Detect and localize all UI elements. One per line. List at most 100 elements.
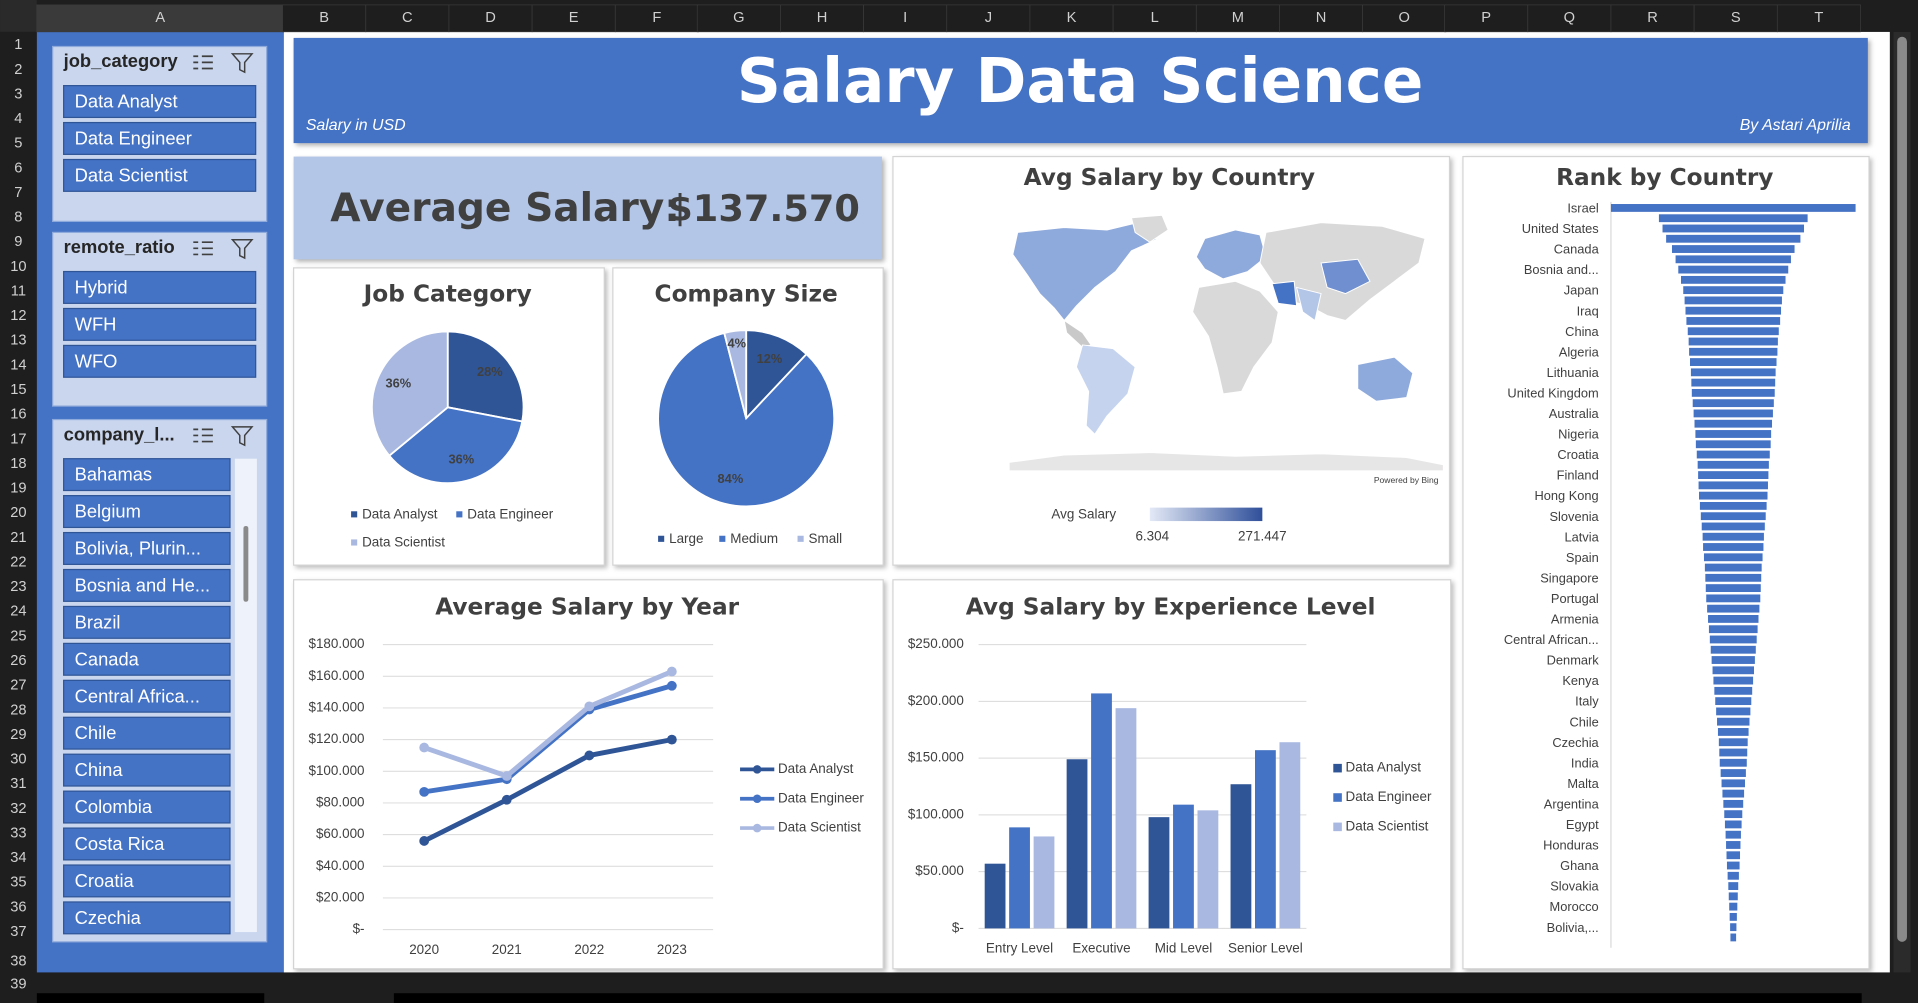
row-number[interactable]: 15 <box>10 382 26 398</box>
h-scrollbar[interactable] <box>36 993 265 1003</box>
row-number[interactable]: 24 <box>10 604 26 620</box>
h-scrollbar-track[interactable] <box>393 993 1862 1003</box>
column-header[interactable] <box>1610 4 1695 33</box>
row-number[interactable]: 25 <box>10 628 26 644</box>
slicer-item-label[interactable]: Data Scientist <box>75 164 188 185</box>
column-header[interactable] <box>1527 4 1612 33</box>
column-header[interactable] <box>1444 4 1529 33</box>
slicer-item-label[interactable]: Central Africa... <box>75 685 200 706</box>
slicer-item-label[interactable]: Canada <box>75 648 140 669</box>
scrollbar-thumb[interactable] <box>1897 36 1907 942</box>
row-number[interactable]: 2 <box>14 62 22 78</box>
slicer-item[interactable] <box>63 531 231 565</box>
row-number[interactable]: 18 <box>10 456 26 472</box>
column-header[interactable] <box>863 4 948 33</box>
column-header[interactable] <box>1195 4 1280 33</box>
column-header[interactable] <box>780 4 864 33</box>
row-number[interactable]: 9 <box>14 234 22 250</box>
row-number[interactable]: 10 <box>10 259 26 275</box>
row-number[interactable]: 29 <box>10 727 26 743</box>
slicer-item[interactable] <box>63 679 231 713</box>
slicer-item-label[interactable]: WFO <box>75 350 118 371</box>
slicer-item[interactable] <box>63 716 231 750</box>
row-number[interactable]: 14 <box>10 357 26 373</box>
row-number[interactable]: 37 <box>10 924 26 940</box>
column-header[interactable] <box>1279 4 1364 33</box>
column-header[interactable] <box>531 4 616 33</box>
slicer-item[interactable] <box>63 605 231 639</box>
row-number[interactable]: 30 <box>10 752 26 768</box>
row-number[interactable]: 32 <box>10 801 26 817</box>
slicer-item-label[interactable]: Data Analyst <box>75 91 178 112</box>
slicer-item-label[interactable]: Colombia <box>75 796 153 817</box>
slicer-item[interactable] <box>63 642 231 676</box>
row-number[interactable]: 36 <box>10 899 26 915</box>
row-number[interactable]: 39 <box>10 977 26 993</box>
column-header[interactable] <box>1776 4 1861 33</box>
column-header[interactable] <box>1362 4 1447 33</box>
row-number[interactable]: 1 <box>14 37 22 53</box>
row-number[interactable]: 22 <box>10 554 26 570</box>
row-number[interactable]: 5 <box>14 136 22 152</box>
slicer-item-label[interactable]: China <box>75 759 124 780</box>
row-number[interactable]: 21 <box>10 530 26 546</box>
row-number[interactable]: 8 <box>14 210 22 226</box>
row-number[interactable]: 19 <box>10 481 26 497</box>
slicer-item-label[interactable]: WFH <box>75 313 117 334</box>
slicer-item-label[interactable]: Data Engineer <box>75 128 192 149</box>
column-header[interactable] <box>614 4 699 33</box>
slicer-item[interactable] <box>63 753 231 787</box>
row-number[interactable]: 27 <box>10 678 26 694</box>
row-number[interactable]: 38 <box>10 953 26 969</box>
row-number[interactable]: 17 <box>10 431 26 447</box>
slicer-item[interactable] <box>63 458 231 492</box>
row-number[interactable]: 28 <box>10 702 26 718</box>
column-header[interactable] <box>946 4 1031 33</box>
row-number[interactable]: 20 <box>10 505 26 521</box>
slicer-item-label[interactable]: Bosnia and He... <box>75 574 211 595</box>
slicer-scroll-thumb[interactable] <box>243 525 249 602</box>
multi-select-icon[interactable] <box>193 241 213 256</box>
slicer-item[interactable] <box>63 85 257 119</box>
row-number[interactable]: 34 <box>10 850 26 866</box>
slicer-item-label[interactable]: Belgium <box>75 501 141 522</box>
slicer-item[interactable] <box>63 344 257 378</box>
column-header[interactable] <box>448 4 533 33</box>
row-number[interactable]: 4 <box>14 111 22 127</box>
slicer-item-label[interactable]: Czechia <box>75 907 142 928</box>
slicer-item[interactable] <box>63 158 257 192</box>
row-number[interactable]: 11 <box>11 283 26 299</box>
clear-filter-icon[interactable] <box>230 53 254 74</box>
slicer-item[interactable] <box>63 864 231 898</box>
slicer-item[interactable] <box>63 307 257 341</box>
slicer-item[interactable] <box>63 495 231 529</box>
row-number[interactable]: 12 <box>10 308 26 324</box>
slicer-item-label[interactable]: Croatia <box>75 870 135 891</box>
column-header[interactable] <box>1029 4 1114 33</box>
slicer-item[interactable] <box>63 827 231 861</box>
slicer-item-label[interactable]: Bolivia, Plurin... <box>75 538 201 559</box>
row-number[interactable]: 33 <box>10 825 26 841</box>
multi-select-icon[interactable] <box>193 55 213 70</box>
slicer-item-label[interactable]: Chile <box>75 722 117 743</box>
slicer-item-label[interactable]: Hybrid <box>75 277 128 298</box>
row-number[interactable]: 16 <box>10 407 26 423</box>
row-number[interactable]: 6 <box>14 160 22 176</box>
column-header[interactable] <box>696 4 781 33</box>
column-header[interactable] <box>282 4 367 33</box>
multi-select-icon[interactable] <box>193 428 213 443</box>
clear-filter-icon[interactable] <box>230 426 254 447</box>
slicer-item-label[interactable]: Costa Rica <box>75 833 165 854</box>
row-number[interactable]: 7 <box>14 185 22 201</box>
row-number[interactable]: 3 <box>14 86 22 102</box>
slicer-scrollbar[interactable] <box>234 458 257 933</box>
slicer-item[interactable] <box>63 270 257 304</box>
select-all[interactable] <box>0 0 37 32</box>
row-number[interactable]: 26 <box>10 653 26 669</box>
row-number[interactable]: 23 <box>10 579 26 595</box>
row-number[interactable]: 35 <box>10 875 26 891</box>
slicer-item[interactable] <box>63 121 257 155</box>
slicer-item-label[interactable]: Brazil <box>75 611 121 632</box>
slicer-item[interactable] <box>63 901 231 935</box>
slicer-item-label[interactable]: Bahamas <box>75 464 152 485</box>
